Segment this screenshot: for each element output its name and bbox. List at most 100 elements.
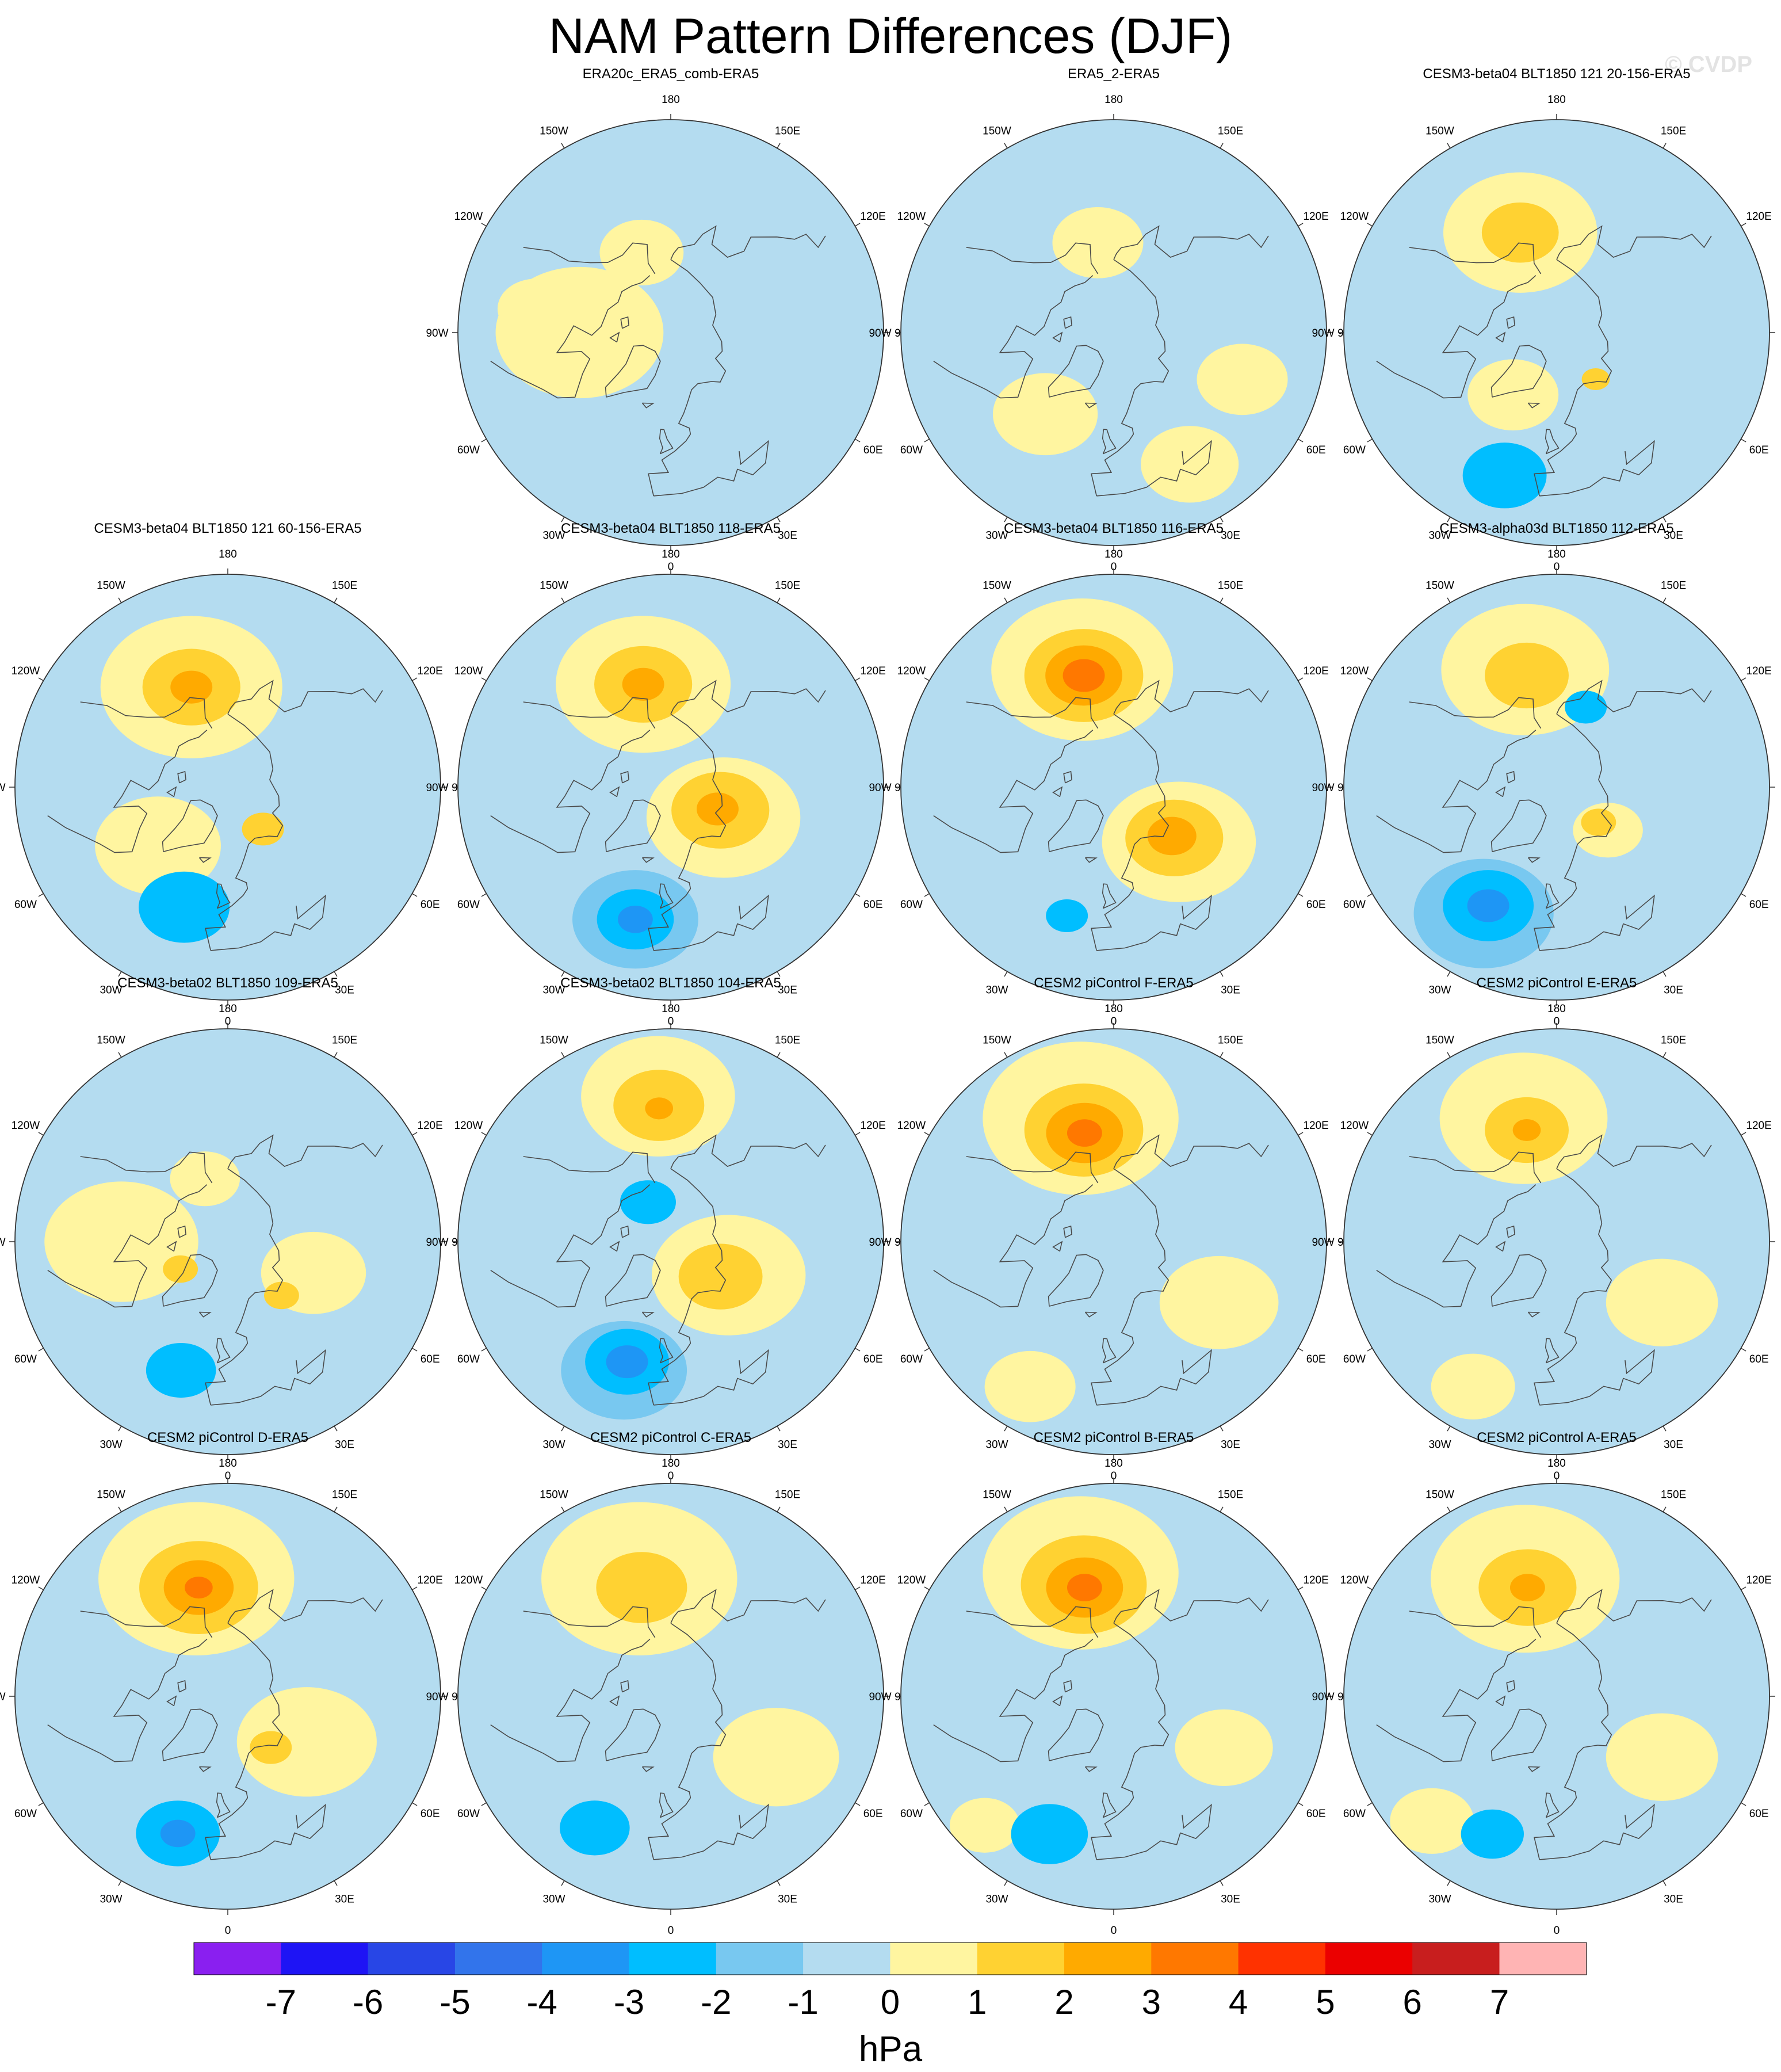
negative-anomaly-contour: [1467, 889, 1509, 922]
coastline: [1534, 259, 1612, 497]
cvdp-watermark: © CVDP: [1665, 52, 1752, 77]
longitude-tick: [924, 223, 930, 227]
longitude-label: 30W: [985, 1439, 1008, 1451]
coastline: [490, 275, 651, 399]
coastline: [1113, 1134, 1269, 1169]
longitude-tick: [1298, 1586, 1304, 1590]
longitude-label: 30E: [778, 1894, 797, 1906]
coastline: [966, 242, 1099, 274]
negative-anomaly-contour: [560, 1800, 630, 1856]
longitude-tick: [1662, 1880, 1667, 1886]
longitude-label: 120E: [1746, 1120, 1771, 1132]
positive-anomaly-contour: [1175, 1709, 1273, 1786]
positive-anomaly-contour: [992, 373, 1098, 456]
longitude-tick: [481, 1802, 487, 1806]
map-panel: CESM3-beta02 BLT1850 104-ERA5 180 150E 120E…: [426, 975, 914, 1482]
coastline: [227, 680, 383, 715]
longitude-label: 60W: [14, 899, 37, 911]
coastline: [1490, 1708, 1547, 1761]
coastline: [1091, 713, 1170, 951]
longitude-label: 0: [668, 1470, 674, 1482]
longitude-label: 0: [1554, 1925, 1560, 1937]
longitude-tick: [777, 1426, 781, 1432]
panel-title: CESM3-beta04 BLT1850 116-ERA5: [1004, 521, 1224, 536]
positive-anomaly-contour: [163, 1255, 198, 1283]
coastline: [490, 1184, 651, 1308]
longitude-tick: [118, 1880, 122, 1886]
negative-anomaly-contour: [1565, 690, 1607, 724]
longitude-label: 150W: [97, 1034, 125, 1046]
longitude-tick: [412, 893, 418, 897]
longitude-label: 120E: [1303, 665, 1328, 677]
positive-anomaly-contour: [1390, 1788, 1474, 1854]
coastline: [1052, 1695, 1063, 1707]
longitude-label: 150W: [97, 1489, 125, 1501]
coastline: [211, 894, 326, 951]
longitude-tick: [1662, 1506, 1667, 1512]
colorbar-swatch: [1499, 1943, 1587, 1975]
positive-anomaly-contour: [1141, 426, 1239, 503]
longitude-label: 120W: [454, 665, 483, 677]
coastline: [1545, 883, 1560, 909]
coastline: [523, 242, 656, 274]
longitude-label: 0: [1111, 1925, 1117, 1937]
longitude-label: 150W: [97, 579, 125, 592]
coastline: [641, 1766, 655, 1772]
negative-anomaly-contour: [139, 871, 230, 943]
colorbar-frame: [193, 1942, 1587, 1975]
colorbar-units-label: hPa: [858, 2029, 923, 2069]
panel-title: CESM3-beta04 BLT1850 118-ERA5: [561, 521, 781, 536]
longitude-label: 30E: [1664, 985, 1683, 997]
coastline: [1052, 786, 1063, 797]
coastline: [216, 883, 231, 909]
longitude-tick: [1004, 597, 1008, 603]
longitude-tick: [777, 143, 781, 148]
coastline: [1048, 1708, 1104, 1761]
coastline: [659, 1338, 674, 1364]
longitude-tick: [1004, 517, 1008, 522]
coastline: [205, 1623, 284, 1860]
longitude-label: 150E: [1661, 1489, 1686, 1501]
longitude-label: 90W: [426, 1237, 448, 1249]
longitude-label: 0: [225, 1016, 231, 1028]
coastline: [1545, 1792, 1560, 1818]
longitude-label: 60E: [421, 1808, 440, 1820]
longitude-label: 180: [662, 94, 680, 106]
coastline: [620, 316, 629, 329]
coastline: [605, 1708, 661, 1761]
positive-anomaly-contour: [1512, 1119, 1541, 1142]
positive-anomaly-contour: [497, 278, 575, 339]
longitude-label: 120W: [1340, 211, 1369, 223]
colorbar-tick-label: -3: [614, 1983, 644, 2021]
longitude-label: 180: [662, 548, 680, 560]
longitude-label: 30W: [1428, 530, 1451, 542]
coastline: [80, 1606, 213, 1638]
coastline: [1376, 275, 1537, 399]
longitude-tick: [1447, 143, 1451, 148]
colorbar-tick-label: 4: [1229, 1983, 1248, 2021]
coastline: [523, 1151, 656, 1184]
colorbar-tick-label: -6: [353, 1983, 383, 2021]
coastline: [648, 1168, 727, 1406]
longitude-label: 180: [1547, 94, 1566, 106]
negative-anomaly-contour: [620, 1180, 676, 1224]
longitude-label: 150W: [1425, 1034, 1454, 1046]
longitude-tick: [855, 438, 861, 442]
longitude-tick: [1741, 1348, 1746, 1352]
coastline: [227, 1134, 383, 1169]
longitude-tick: [924, 1132, 930, 1136]
coastline: [1102, 883, 1117, 909]
coastline: [1556, 680, 1712, 715]
positive-anomaly-contour: [1467, 359, 1559, 431]
coastline: [1096, 440, 1212, 497]
coastline: [1052, 1241, 1063, 1252]
positive-anomaly-contour: [95, 796, 221, 895]
longitude-tick: [1298, 438, 1304, 442]
longitude-label: 0: [225, 1925, 231, 1937]
longitude-tick: [561, 517, 565, 522]
coastline: [523, 1606, 656, 1638]
longitude-tick: [1447, 1880, 1451, 1886]
coastline: [47, 730, 208, 853]
longitude-label: 150E: [1661, 1034, 1686, 1046]
coastline: [605, 799, 661, 852]
